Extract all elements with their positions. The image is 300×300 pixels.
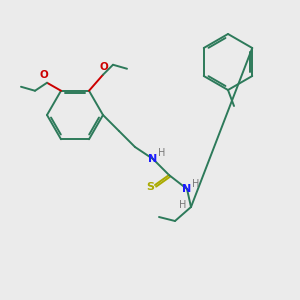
Text: H: H: [158, 148, 166, 158]
Text: N: N: [182, 184, 192, 194]
Text: H: H: [192, 179, 200, 189]
Text: O: O: [100, 62, 108, 72]
Text: N: N: [148, 154, 158, 164]
Text: O: O: [40, 70, 48, 80]
Text: S: S: [146, 182, 154, 192]
Text: H: H: [179, 200, 187, 210]
